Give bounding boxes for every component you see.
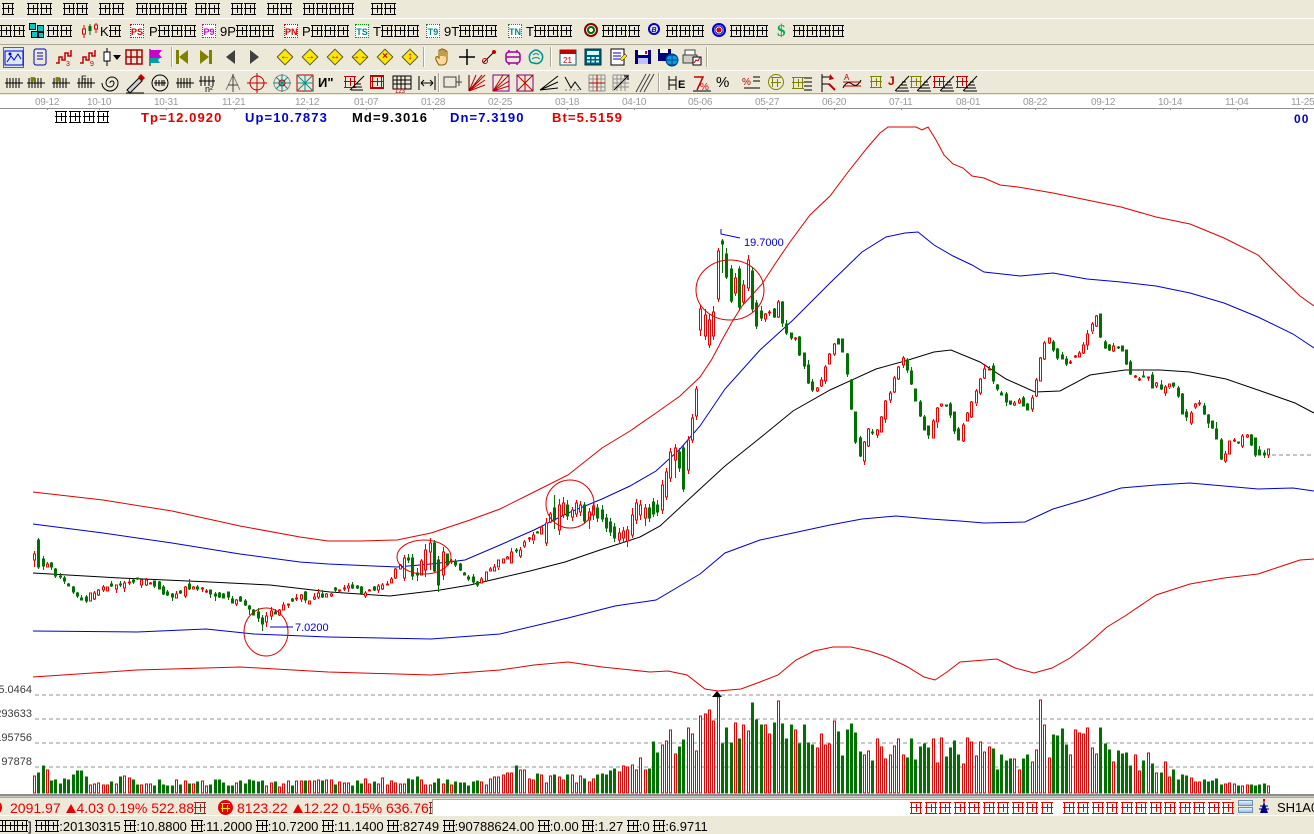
svg-text:195756: 195756 [0,732,32,744]
svg-text:9: 9 [90,61,94,67]
svg-text:3: 3 [66,61,70,67]
svg-text:7.0200: 7.0200 [295,622,329,634]
svg-text:97878: 97878 [1,756,32,768]
svg-text:n²: n² [205,84,213,94]
svg-text:%: % [700,82,709,93]
svg-text:%: % [742,77,751,88]
svg-text:■: ■ [30,74,35,84]
svg-text:5.0464: 5.0464 [0,684,32,696]
svg-text:293633: 293633 [0,708,32,720]
svg-text:21: 21 [563,56,572,65]
svg-text:E: E [678,79,685,91]
svg-text:■: ■ [55,74,60,84]
svg-text:123: 123 [395,89,406,94]
svg-text:A: A [844,73,850,82]
svg-text:F: F [81,74,87,84]
svg-text:19.7000: 19.7000 [744,237,784,249]
